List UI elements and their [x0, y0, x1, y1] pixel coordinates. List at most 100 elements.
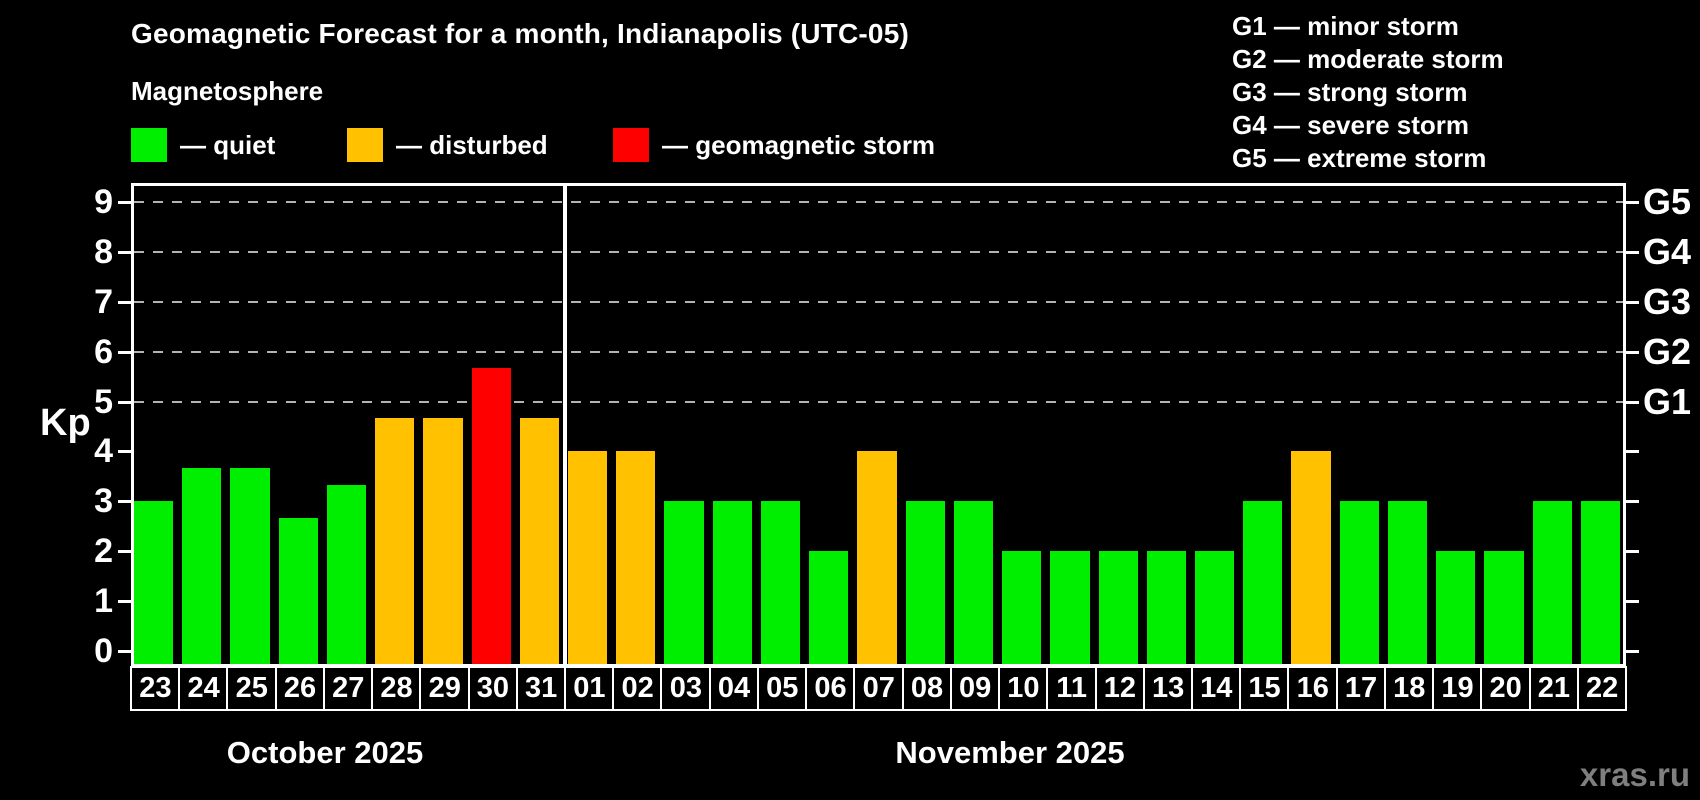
day-cell-26: 26 [274, 666, 326, 711]
storm-scale-line: G2 — moderate storm [1232, 44, 1504, 74]
y-tick-right-8 [1626, 250, 1639, 254]
kp-bar-16 [1291, 451, 1331, 664]
kp-bar-08 [905, 501, 945, 664]
day-cell-03: 03 [660, 666, 712, 711]
y-tick-right-3 [1626, 500, 1639, 504]
day-cell-24: 24 [178, 666, 229, 711]
day-cell-21: 21 [1528, 666, 1580, 711]
day-cell-11: 11 [1046, 666, 1097, 711]
kp-bar-24 [182, 467, 222, 664]
g-scale-label-G4: G4 [1643, 230, 1692, 272]
day-cell-29: 29 [419, 666, 471, 711]
storm-scale-legend: G1 — minor storm G2 — moderate storm G3 — … [1232, 10, 1504, 175]
day-cell-09: 09 [949, 666, 1001, 711]
kp-bar-05 [760, 501, 801, 664]
day-cell-14: 14 [1190, 666, 1242, 711]
y-axis-label-7: 7 [94, 282, 113, 321]
day-cell-20: 20 [1480, 666, 1532, 711]
y-tick-right-5 [1626, 400, 1639, 404]
kp-bar-25 [230, 467, 270, 664]
g-scale-label-G2: G2 [1643, 330, 1692, 372]
y-tick-right-2 [1626, 550, 1639, 554]
kp-bar-02 [616, 451, 656, 664]
gridline-kp8 [134, 250, 1623, 253]
kp-bar-17 [1339, 501, 1379, 664]
magnetosphere-label: Magnetosphere [131, 76, 324, 106]
kp-bar-27 [326, 484, 367, 664]
kp-bar-28 [375, 417, 415, 664]
y-axis-label-4: 4 [94, 432, 113, 471]
gridline-kp5 [134, 400, 1623, 403]
storm-scale-line: G4 — severe storm [1232, 110, 1470, 140]
y-axis-label-9: 9 [94, 182, 113, 221]
day-cell-22: 22 [1576, 666, 1628, 711]
day-cell-08: 08 [901, 666, 953, 711]
day-cell-23: 23 [130, 666, 181, 711]
y-tick-left-3 [118, 500, 131, 504]
y-axis-label-3: 3 [94, 482, 113, 521]
chart-title: Geomagnetic Forecast for a month, Indian… [131, 18, 909, 49]
kp-bar-31 [519, 417, 560, 664]
kp-bar-06 [809, 551, 849, 664]
day-cell-31: 31 [515, 666, 567, 711]
kp-bar-23 [134, 501, 174, 664]
day-cell-15: 15 [1239, 666, 1290, 711]
plot-area [131, 183, 1626, 667]
y-axis-label-0: 0 [94, 632, 113, 670]
legend-label-storm: — geomagnetic storm [662, 130, 936, 160]
y-tick-right-4 [1626, 450, 1639, 454]
y-tick-left-4 [118, 450, 131, 454]
kp-bar-10 [1002, 551, 1042, 664]
day-cell-04: 04 [708, 666, 760, 711]
legend-label-disturbed: — disturbed [396, 130, 548, 160]
y-tick-right-1 [1626, 600, 1639, 604]
kp-bar-29 [423, 417, 463, 664]
day-cell-13: 13 [1142, 666, 1194, 711]
kp-bar-12 [1098, 551, 1138, 664]
day-cell-16: 16 [1287, 666, 1339, 711]
y-tick-left-1 [118, 600, 131, 604]
kp-bar-01 [568, 451, 608, 664]
y-tick-right-0 [1626, 650, 1639, 653]
day-cell-18: 18 [1383, 666, 1435, 711]
y-axis-label-2: 2 [94, 532, 113, 571]
y-tick-right-9 [1626, 200, 1639, 204]
y-tick-left-5 [118, 400, 131, 404]
day-cell-12: 12 [1094, 666, 1146, 711]
storm-scale-line: G1 — minor storm [1232, 11, 1459, 41]
day-cell-01: 01 [564, 666, 615, 711]
day-cell-30: 30 [467, 666, 519, 711]
month-divider [563, 186, 568, 664]
kp-bar-13 [1146, 551, 1186, 664]
day-cell-27: 27 [322, 666, 374, 711]
y-tick-left-8 [118, 250, 131, 254]
kp-bar-11 [1050, 551, 1090, 664]
legend-swatch-quiet [131, 128, 167, 162]
day-cell-06: 06 [805, 666, 856, 711]
y-tick-left-7 [118, 300, 131, 304]
day-cell-05: 05 [756, 666, 808, 711]
kp-bar-09 [953, 501, 994, 664]
day-cell-02: 02 [612, 666, 663, 711]
storm-scale-line: G5 — extreme storm [1232, 143, 1487, 173]
kp-bar-03 [664, 501, 704, 664]
legend-swatch-storm [613, 128, 649, 162]
y-tick-left-9 [118, 200, 131, 204]
g-scale-label-G1: G1 [1643, 380, 1692, 422]
day-cell-25: 25 [226, 666, 278, 711]
kp-bar-15 [1243, 501, 1283, 664]
kp-bar-30 [471, 368, 511, 664]
gridline-kp9 [134, 200, 1623, 203]
month-label-november: November 2025 [895, 735, 1125, 770]
month-label-october: October 2025 [226, 735, 424, 770]
watermark: xras.ru [1579, 756, 1690, 793]
kp-bar-07 [857, 451, 897, 664]
y-tick-left-2 [118, 550, 131, 554]
day-cell-10: 10 [998, 666, 1049, 711]
g-scale-label-G5: G5 [1643, 180, 1692, 222]
legend-label-quiet: — quiet [180, 130, 276, 160]
kp-bar-22 [1580, 501, 1620, 664]
legend-swatch-disturbed [347, 128, 383, 162]
y-tick-left-6 [118, 350, 131, 354]
